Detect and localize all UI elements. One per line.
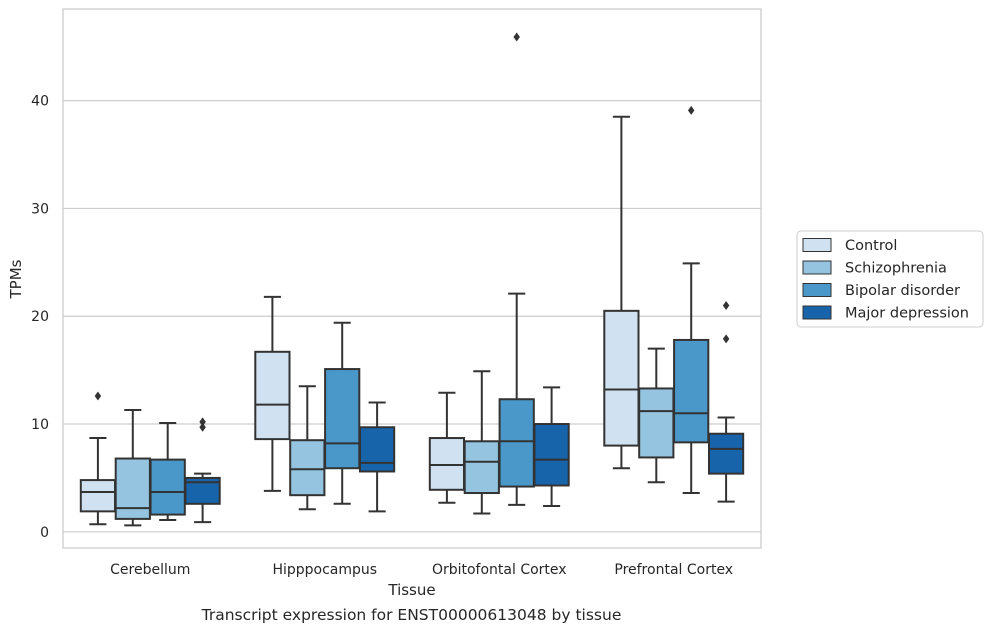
y-axis-label: TPMs — [7, 259, 25, 299]
y-tick-label: 10 — [31, 417, 49, 433]
outlier-point — [199, 422, 206, 432]
figure-caption: Transcript expression for ENST0000061304… — [201, 606, 622, 624]
box-rect — [358, 426, 396, 473]
legend-swatch — [802, 260, 832, 275]
y-tick-label: 0 — [40, 525, 49, 541]
box-rect — [79, 479, 117, 513]
x-tick-label: Prefrontal Cortex — [614, 562, 733, 578]
box-control — [428, 391, 466, 504]
legend-swatch — [802, 305, 832, 320]
x-axis-ticks: Cerebellum Hipppocampus Orbitofontal Corte… — [110, 562, 733, 578]
outlier-point — [94, 391, 102, 401]
box-bipolar-disorder — [498, 32, 535, 506]
box-rect — [603, 309, 640, 447]
box-rect — [498, 398, 535, 488]
box-control — [254, 295, 291, 492]
box-rect — [254, 350, 291, 441]
box-control — [603, 115, 640, 470]
outlier-point — [722, 300, 730, 310]
plot-frame — [62, 8, 762, 549]
box-major-depression — [707, 300, 745, 503]
box-rect — [673, 338, 710, 444]
box-schizophrenia — [289, 385, 326, 511]
box-major-depression — [533, 386, 570, 507]
x-tick-label: Hipppocampus — [272, 562, 377, 578]
x-tick-label: Orbitofontal Cortex — [432, 562, 567, 578]
legend-swatch — [802, 283, 832, 297]
box-rect — [533, 423, 570, 487]
box-major-depression — [184, 417, 221, 524]
plot-boxes — [79, 32, 745, 527]
legend-swatch — [802, 238, 832, 252]
legend-label: Bipolar disorder — [845, 283, 960, 299]
y-tick-label: 30 — [31, 201, 49, 217]
legend-label: Major depression — [845, 306, 969, 322]
box-bipolar-disorder — [149, 421, 186, 521]
box-rect — [707, 432, 745, 475]
legend-label: Control — [845, 238, 897, 254]
x-tick-label: Cerebellum — [110, 562, 190, 578]
box-rect — [324, 368, 361, 470]
box-rect — [463, 440, 500, 495]
y-axis-ticks: 0 10 20 30 40 — [31, 94, 49, 541]
box-bipolar-disorder — [673, 105, 710, 495]
outlier-point — [199, 417, 206, 427]
box-control — [79, 391, 117, 526]
legend-label: Schizophrenia — [845, 261, 947, 277]
outlier-point — [687, 105, 695, 115]
box-rect — [428, 437, 466, 491]
box-schizophrenia — [638, 347, 675, 484]
box-rect — [638, 387, 675, 459]
x-axis-label: Tissue — [387, 581, 435, 599]
box-bipolar-disorder — [324, 321, 361, 505]
y-tick-label: 40 — [31, 94, 49, 110]
outlier-point — [513, 32, 520, 42]
box-major-depression — [358, 401, 396, 513]
y-tick-label: 20 — [31, 309, 49, 325]
box-schizophrenia — [114, 409, 151, 527]
box-rect — [149, 458, 186, 516]
box-schizophrenia — [463, 370, 500, 515]
outlier-point — [722, 334, 730, 344]
box-rect — [114, 457, 151, 520]
legend-frame — [796, 230, 984, 328]
box-rect — [289, 439, 326, 497]
legend: Control Schizophrenia Bipolar disorder Majo… — [796, 230, 984, 328]
